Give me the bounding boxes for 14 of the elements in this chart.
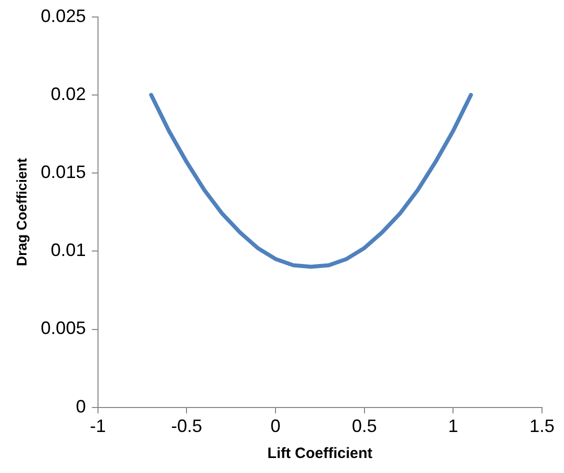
y-tick-label: 0.015 [40,162,86,182]
x-tick-label: -1 [90,416,106,436]
y-tick-label: 0.005 [40,318,86,338]
x-tick-label: -0.5 [171,416,202,436]
x-tick-label: 0 [270,416,281,436]
x-tick-label: 0.5 [352,416,377,436]
y-tick-label: 0.01 [50,240,86,260]
y-tick-label: 0.02 [50,84,86,104]
x-tick-label: 1.5 [529,416,555,436]
y-tick-label: 0.025 [40,6,86,26]
y-tick-label: 0 [76,396,86,416]
x-tick-label: 1 [448,416,458,436]
x-axis-title: Lift Coefficient [267,445,372,462]
y-axis-title: Drag Coefficient [13,158,30,266]
